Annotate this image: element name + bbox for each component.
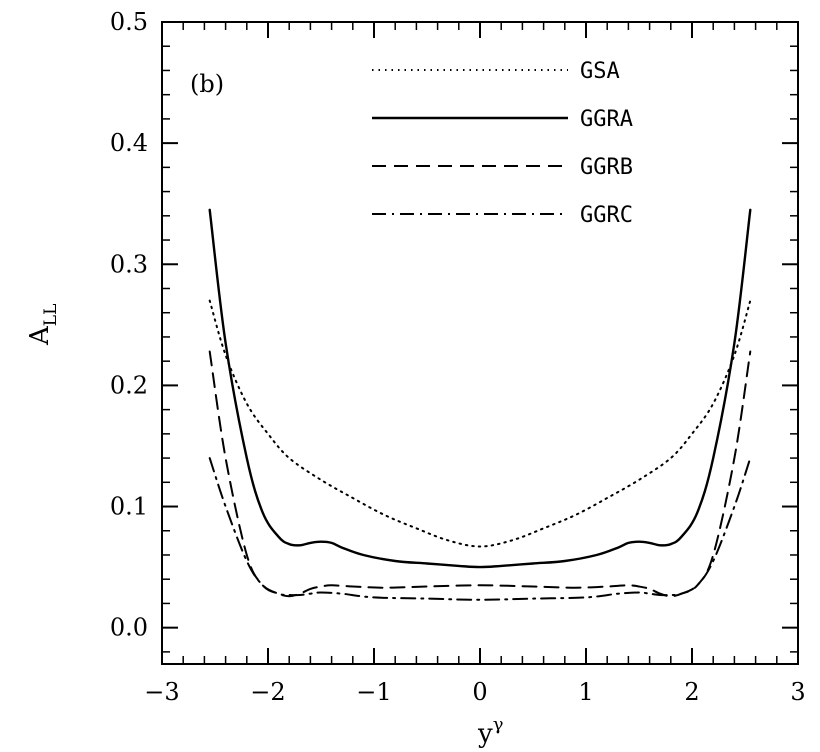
y-axis-label: ALL	[25, 304, 61, 346]
x-axis-label: yγ	[477, 714, 503, 749]
y-tick-label: 0.3	[110, 250, 148, 278]
series-lines	[208, 208, 752, 601]
x-tick-label: −2	[250, 678, 285, 706]
legend: GSA GGRA GGRB GGRC	[372, 59, 633, 228]
y-tick-label: 0.0	[110, 614, 148, 642]
x-tick-label: 1	[578, 678, 593, 706]
legend-label-gsa: GSA	[580, 59, 620, 84]
x-tick-label: 2	[684, 678, 699, 706]
y-axis-label-subscript: LL	[41, 304, 61, 327]
series-line-ggra	[208, 208, 752, 569]
y-tick-label: 0.5	[110, 8, 148, 36]
series-line-gsa	[208, 299, 752, 548]
legend-label-ggrc: GGRC	[580, 203, 633, 228]
legend-label-ggra: GGRA	[580, 107, 633, 132]
y-tick-label: 0.4	[110, 129, 148, 157]
axis-tick-labels: −3 −2 −1 0 1 2 3 0.0 0.1 0.2 0.3 0.4 0.5	[110, 8, 806, 706]
x-tick-label: 0	[472, 678, 487, 706]
axis-ticks	[161, 21, 799, 664]
series-line-ggrb	[208, 350, 752, 598]
x-tick-label: 3	[790, 678, 805, 706]
legend-label-ggrb: GGRB	[580, 155, 633, 180]
panel-label: (b)	[190, 70, 224, 98]
y-tick-label: 0.1	[110, 493, 148, 521]
x-axis-label-main: y	[477, 719, 493, 749]
y-axis-label-main: A	[25, 325, 55, 346]
x-tick-label: −3	[144, 678, 179, 706]
x-tick-label: −1	[356, 678, 391, 706]
x-axis-label-superscript: γ	[493, 714, 504, 735]
y-tick-label: 0.2	[110, 371, 148, 399]
series-line-ggrc	[208, 457, 752, 601]
